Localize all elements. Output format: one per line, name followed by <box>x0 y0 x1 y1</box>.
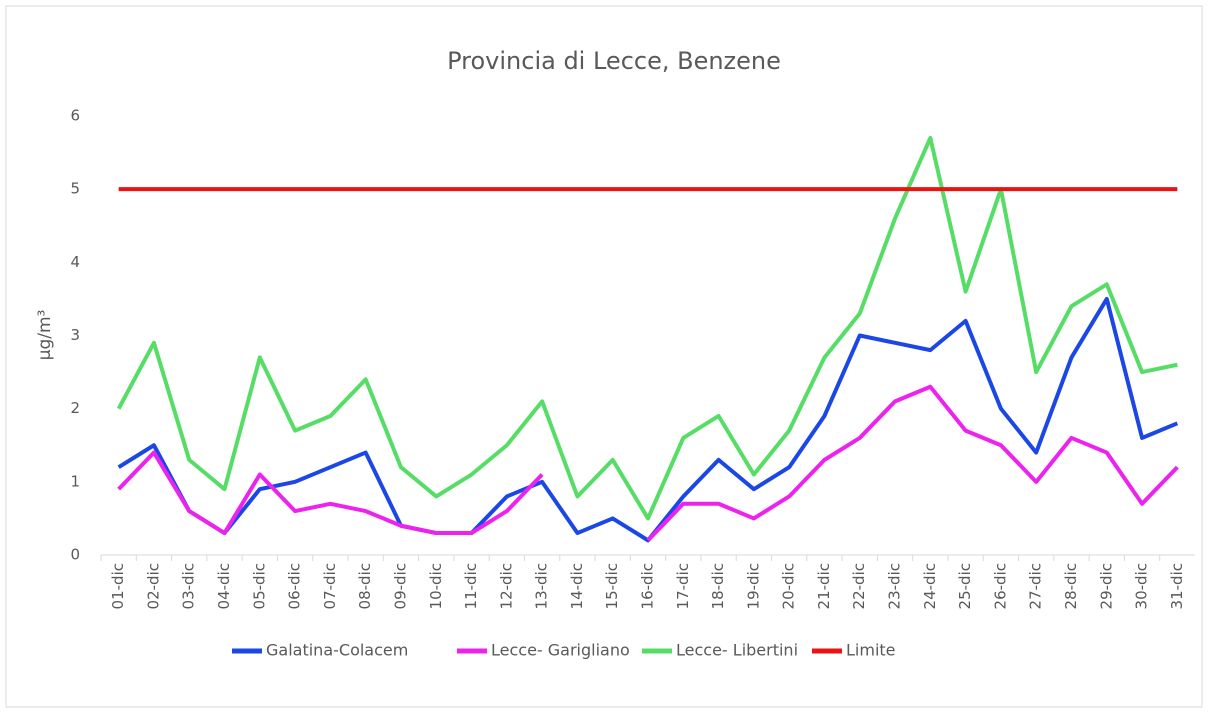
legend-label: Limite <box>846 641 896 660</box>
chart-title: Provincia di Lecce, Benzene <box>447 47 781 75</box>
y-tick-label: 6 <box>70 107 80 125</box>
x-tick-label: 09-dic <box>391 563 409 609</box>
x-tick-label: 13-dic <box>533 563 551 609</box>
y-axis-label: µg/m³ <box>35 310 55 361</box>
x-tick-label: 20-dic <box>780 563 798 609</box>
x-tick-label: 18-dic <box>709 563 727 609</box>
x-tick-label: 06-dic <box>286 563 304 609</box>
x-tick-label: 01-dic <box>109 563 127 609</box>
x-tick-label: 23-dic <box>886 563 904 609</box>
x-tick-label: 07-dic <box>321 563 339 609</box>
series-line <box>117 296 1179 543</box>
x-tick-label: 21-dic <box>815 563 833 609</box>
y-tick-label: 4 <box>70 253 80 271</box>
x-tick-label: 28-dic <box>1062 563 1080 609</box>
x-tick-label: 31-dic <box>1168 563 1186 609</box>
y-tick-label: 5 <box>70 180 80 198</box>
x-tick-label: 10-dic <box>427 563 445 609</box>
x-tick-label: 05-dic <box>250 563 268 609</box>
x-tick-label: 03-dic <box>180 563 198 609</box>
y-tick-label: 1 <box>70 472 80 490</box>
x-tick-label: 27-dic <box>1027 563 1045 609</box>
x-tick-label: 04-dic <box>215 563 233 609</box>
x-tick-label: 25-dic <box>956 563 974 609</box>
x-tick-label: 22-dic <box>850 563 868 609</box>
x-tick-label: 29-dic <box>1097 563 1115 609</box>
x-tick-label: 02-dic <box>144 563 162 609</box>
x-tick-label: 14-dic <box>568 563 586 609</box>
series-line <box>117 384 1179 542</box>
x-tick-label: 26-dic <box>991 563 1009 609</box>
x-tick-label: 15-dic <box>603 563 621 609</box>
x-tick-label: 17-dic <box>674 563 692 609</box>
legend-label: Lecce- Garigliano <box>491 641 630 660</box>
legend-label: Galatina-Colacem <box>266 641 408 660</box>
x-tick-label: 16-dic <box>639 563 657 609</box>
legend-label: Lecce- Libertini <box>676 641 798 660</box>
x-tick-label: 30-dic <box>1133 563 1151 609</box>
x-tick-label: 19-dic <box>744 563 762 609</box>
x-tick-label: 12-dic <box>497 563 515 609</box>
y-tick-label: 3 <box>70 326 80 344</box>
y-tick-label: 0 <box>70 546 80 564</box>
x-tick-label: 11-dic <box>462 563 480 609</box>
x-tick-label: 24-dic <box>921 563 939 609</box>
y-tick-label: 2 <box>70 399 80 417</box>
x-tick-label: 08-dic <box>356 563 374 609</box>
chart-border <box>5 5 1203 708</box>
